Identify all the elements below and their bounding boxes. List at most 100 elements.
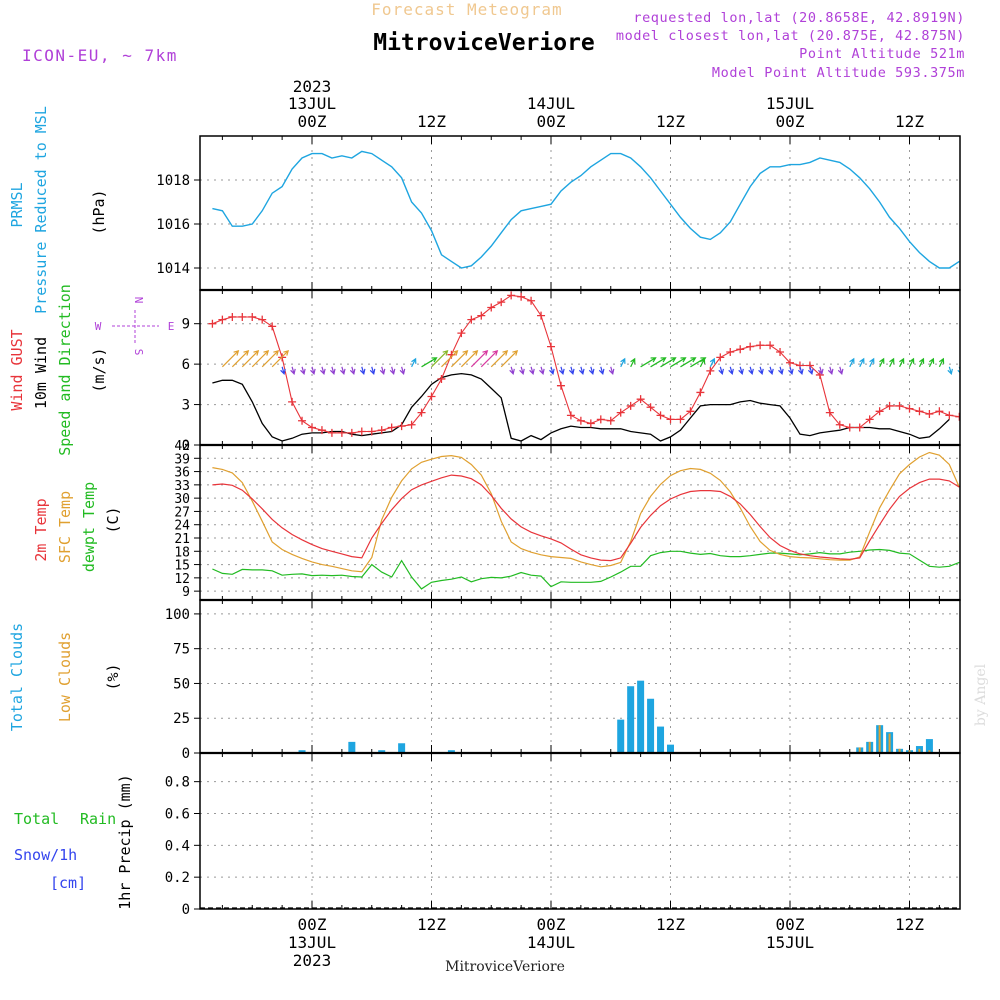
gust-marker [477,311,486,320]
y-tick-label: 15 [174,559,190,574]
label-dewpt-temp: dewpt Temp [80,482,98,572]
wind-arrow [359,366,366,376]
time-label-bottom: 00Z [298,915,327,934]
gust-marker [228,312,237,321]
wind-arrow [389,366,396,376]
y-tick-label: 100 [165,607,190,623]
wind-arrow [369,366,376,376]
wind-arrow [231,349,250,368]
wind-arrow [928,357,935,368]
gust-marker [786,358,794,367]
gust-marker [507,291,516,300]
point-altitude: Point Altitude 521m [799,46,965,62]
credit-watermark: by Angel [973,663,989,726]
total-cloud-bar [348,741,356,753]
gust-marker [218,315,227,324]
wind-arrow [728,366,734,376]
compass-w: W [95,320,102,333]
gust-marker [776,348,785,356]
gust-marker [825,408,834,417]
gust-marker [855,423,864,432]
label-wind-gust: Wind GUST [8,329,26,410]
gust-marker [925,410,934,418]
time-label-top: 12Z [656,112,685,131]
wind-arrow [460,349,479,368]
wind-arrow [539,366,545,376]
gust-marker [596,415,605,424]
wind-arrow [807,366,814,376]
wind-arrow [261,349,280,368]
label-ms: (m/s) [90,347,108,392]
y-tick-label: 39 [174,452,190,467]
wind-arrow [768,366,774,376]
gust-marker [208,319,217,328]
wind-arrow [797,366,804,376]
wind-arrow [221,349,240,368]
wind-arrow [879,357,885,368]
wind-arrow [788,366,794,376]
low-cloud-bar [908,750,911,753]
requested-lonlat: requested lon,lat (20.8658E, 42.8919N) [633,10,965,26]
gust-marker [556,381,565,390]
label-10m-wind: 10m Wind [32,337,50,409]
total-cloud-bar [637,680,645,753]
gust-marker [427,392,436,401]
wind-arrow [738,366,744,376]
wind-arrow [827,366,834,376]
y-tick-label: 0 [182,438,190,454]
wind-arrow [431,349,449,368]
gust-marker [666,415,675,424]
label-cm: [cm] [50,874,86,892]
wind-arrow [319,366,326,376]
y-tick-label: 18 [174,545,190,560]
wind-arrow [290,366,296,376]
low-cloud-bar [868,741,871,753]
gust-marker [895,401,904,410]
label-low-clouds: Low Clouds [56,632,74,722]
wind-arrow [421,357,438,368]
wind-arrow [778,366,784,376]
wind-arrow [411,357,417,368]
y-tick-label: 0 [182,902,190,918]
wind-arrow [837,366,844,376]
y-tick-label: 1014 [156,261,190,277]
wind-arrow [588,366,595,376]
y-tick-label: 1016 [156,217,190,233]
pressure-line [212,150,960,269]
gust-marker [875,407,884,416]
gust-line [212,294,960,434]
wind10m-line [212,372,950,442]
y-tick-label: 0.2 [165,870,190,886]
wind-arrow [568,366,575,376]
gust-marker [566,411,575,420]
wind-arrow [329,366,336,376]
gust-marker [915,407,924,416]
gust-marker [646,403,655,412]
gust-marker [397,422,406,431]
y-tick-label: 21 [174,532,190,547]
y-tick-label: 36 [174,466,190,481]
time-label-bottom: 00Z [776,915,805,934]
wind-arrow [650,357,667,368]
label-pct: (%) [104,663,122,690]
wind-arrow [947,366,953,376]
gust-marker [437,374,446,383]
gust-marker [885,401,894,410]
gust-marker [347,428,356,437]
gust-marker [716,353,725,362]
label-precip-mm: 1hr Precip (mm) [116,774,134,909]
gust-marker [298,416,307,425]
gust-marker [547,342,555,351]
panel-frame [199,135,961,291]
wind-arrow [379,366,386,376]
time-label-top: 12Z [895,112,924,131]
gust-marker [586,419,595,428]
y-tick-label: 6 [182,357,190,373]
y-tick-label: 9 [182,317,190,333]
time-label-top: 12Z [417,112,446,131]
gust-marker [726,348,735,356]
y-tick-label: 0 [182,746,190,762]
label-total-clouds: Total Clouds [8,623,26,731]
low-cloud-bar [878,725,881,753]
label-total: Total [14,810,59,828]
